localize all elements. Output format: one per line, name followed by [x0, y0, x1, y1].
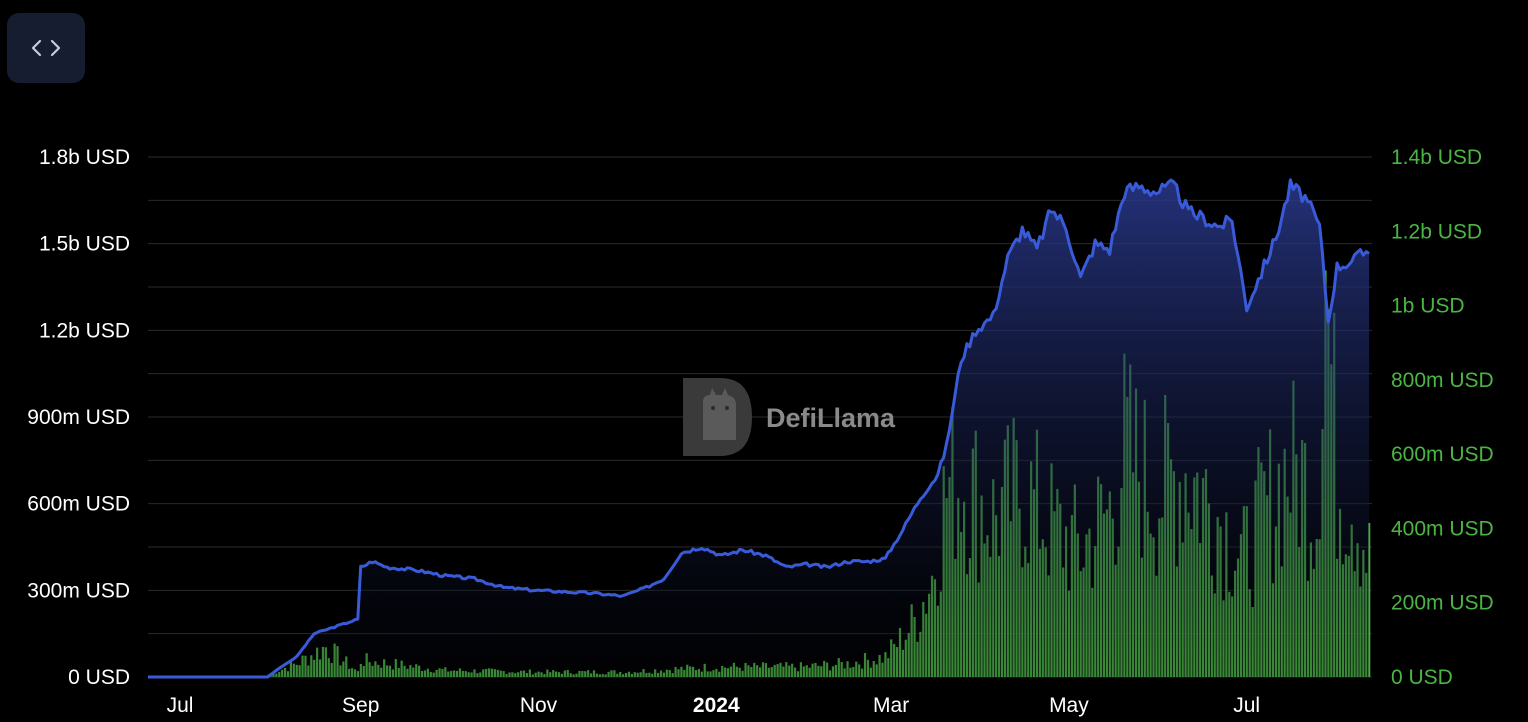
- x-tick-label: Sep: [342, 694, 379, 717]
- right-tick-label: 600m USD: [1391, 443, 1494, 466]
- watermark: DefiLlama: [683, 378, 896, 456]
- x-axis-ticks: Jul Sep Nov 2024 Mar May Jul: [167, 694, 1260, 717]
- left-tick-label: 600m USD: [27, 493, 130, 516]
- left-tick-label: 1.5b USD: [39, 233, 130, 256]
- x-tick-label: Mar: [873, 694, 909, 717]
- x-tick-label: Jul: [167, 694, 194, 717]
- tvl-line: [148, 178, 1370, 679]
- volume-bar: [1368, 522, 1371, 677]
- embed-code-button[interactable]: [7, 13, 85, 83]
- left-axis-ticks: 0 USD 300m USD 600m USD 900m USD 1.2b USD 1.5…: [27, 146, 130, 689]
- left-tick-label: 300m USD: [27, 579, 130, 602]
- x-tick-label: Nov: [520, 694, 558, 717]
- right-axis-ticks: 0 USD 200m USD 400m USD 600m USD 800m USD 1b …: [1391, 146, 1494, 689]
- right-tick-label: 1b USD: [1391, 295, 1465, 318]
- left-tick-label: 0 USD: [68, 666, 130, 689]
- x-tick-label: Jul: [1233, 694, 1260, 717]
- x-tick-label: 2024: [693, 694, 740, 717]
- llama-logo-icon: [683, 378, 752, 456]
- tvl-area: [148, 178, 1370, 679]
- right-tick-label: 200m USD: [1391, 592, 1494, 615]
- x-tick-label: May: [1049, 694, 1089, 717]
- right-tick-label: 1.4b USD: [1391, 146, 1482, 169]
- right-tick-label: 1.2b USD: [1391, 220, 1482, 243]
- watermark-text: DefiLlama: [766, 403, 896, 433]
- left-tick-label: 1.2b USD: [39, 319, 130, 342]
- right-tick-label: 0 USD: [1391, 666, 1453, 689]
- right-tick-label: 400m USD: [1391, 517, 1494, 540]
- left-tick-label: 1.8b USD: [39, 146, 130, 169]
- tvl-area-fill: [148, 179, 1370, 677]
- left-tick-label: 900m USD: [27, 406, 130, 429]
- code-icon: [31, 39, 61, 57]
- right-tick-label: 800m USD: [1391, 369, 1494, 392]
